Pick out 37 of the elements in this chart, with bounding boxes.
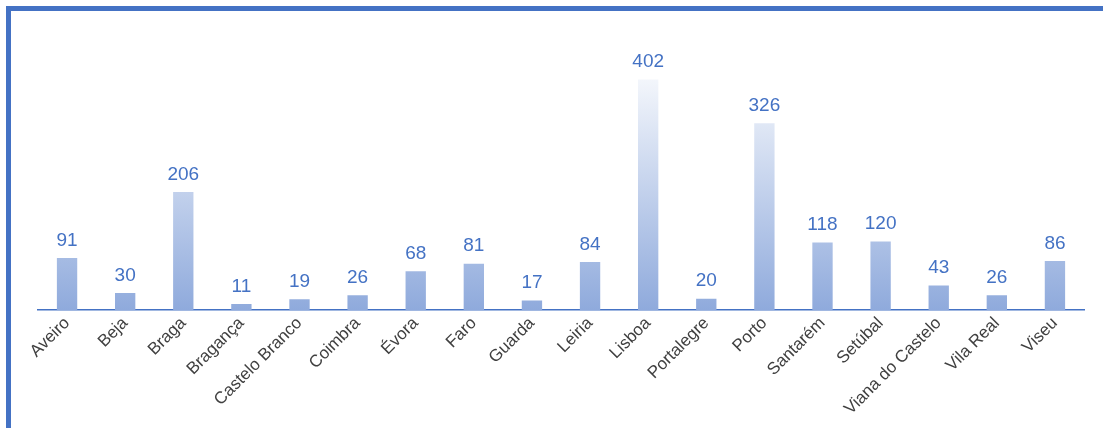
data-label: 84 bbox=[579, 232, 602, 254]
bar bbox=[579, 262, 601, 311]
data-label: 30 bbox=[114, 263, 136, 285]
bar bbox=[173, 192, 194, 311]
bar bbox=[870, 241, 891, 311]
bar bbox=[812, 242, 833, 311]
bar bbox=[231, 303, 252, 311]
data-label: 402 bbox=[632, 50, 665, 72]
data-label: 26 bbox=[986, 266, 1008, 288]
bar bbox=[696, 298, 717, 311]
data-label: 11 bbox=[231, 274, 252, 296]
bar bbox=[928, 285, 949, 311]
x-tick-label: Beja bbox=[93, 312, 132, 351]
data-label: 326 bbox=[748, 93, 781, 115]
bar bbox=[405, 271, 426, 311]
data-label: 118 bbox=[807, 213, 838, 235]
bar bbox=[638, 79, 659, 311]
data-label: 43 bbox=[928, 256, 950, 278]
data-label: 26 bbox=[347, 266, 369, 288]
bar bbox=[754, 123, 775, 311]
data-label: 20 bbox=[695, 269, 717, 291]
bar bbox=[1044, 260, 1066, 311]
bar bbox=[986, 295, 1007, 311]
bar bbox=[521, 300, 543, 311]
bar bbox=[289, 299, 310, 311]
data-label: 206 bbox=[167, 162, 200, 184]
data-label: 68 bbox=[405, 241, 427, 263]
bar bbox=[56, 258, 78, 311]
data-label: 81 bbox=[463, 234, 485, 256]
bar bbox=[463, 263, 484, 311]
bar bbox=[347, 295, 368, 311]
bar bbox=[115, 293, 136, 311]
data-label: 19 bbox=[288, 270, 311, 292]
data-label: 120 bbox=[864, 212, 897, 234]
data-label: 86 bbox=[1044, 231, 1066, 253]
data-label: 17 bbox=[521, 271, 543, 293]
data-label: 91 bbox=[56, 228, 78, 250]
